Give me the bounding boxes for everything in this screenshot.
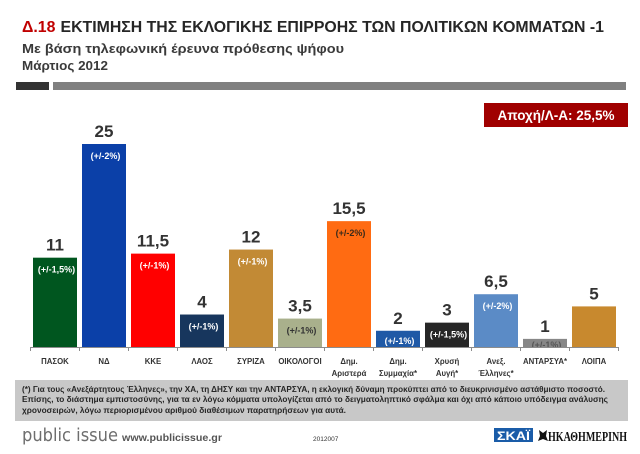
bar-κκε — [131, 253, 175, 347]
value-label: 3 — [442, 301, 451, 320]
value-label: 12 — [242, 228, 261, 247]
error-margin-label: (+/-1%) — [532, 340, 562, 350]
value-label: 5 — [589, 284, 598, 303]
bar-λοιπα — [572, 306, 616, 347]
footnote-line: (*) Για τους «Ανεξάρτητους Έλληνες», την… — [22, 384, 605, 394]
header-rule-gray — [53, 82, 626, 90]
error-margin-label: (+/-1%) — [385, 336, 415, 346]
category-label-line: Αριστερά — [332, 369, 367, 378]
category-label-line: ΑΝΤΑΡΣΥΑ* — [523, 357, 568, 366]
error-margin-label: (+/-1,5%) — [430, 330, 467, 340]
category-label-line: ΛΟΙΠΑ — [582, 357, 607, 366]
category-label-line: Δημ. — [340, 357, 357, 366]
error-margin-label: (+/-1%) — [238, 257, 268, 267]
subtitle: Με βάση τηλεφωνική έρευνα πρόθεσης ψήφου — [22, 41, 344, 56]
category-label-line: Δημ. — [389, 357, 406, 366]
category-label: ΟΙΚΟΛΟΓΟΙ — [278, 357, 321, 366]
skai-logo-text: ΣΚΑΪ — [497, 428, 531, 443]
abstention-badge: Αποχή/Λ-Α: 25,5% — [484, 103, 628, 127]
category-label: ΣΥΡΙΖΑ — [237, 357, 265, 366]
footnote-box: (*) Για τους «Ανεξάρτητους Έλληνες», την… — [15, 380, 628, 421]
document-code: 2012007 — [313, 436, 339, 443]
bar-δημ-συμμαχία — [376, 330, 420, 347]
error-margin-label: (+/-2%) — [336, 228, 366, 238]
category-label-line: Έλληνες* — [478, 369, 514, 378]
value-label: 2 — [393, 309, 402, 328]
value-label: 3,5 — [288, 297, 312, 316]
kathimerini-logo: ΗΚΑΘΗΜΕΡΙΝΗ — [538, 430, 627, 445]
error-margin-label: (+/-1%) — [140, 261, 170, 271]
footnote-line: Επίσης, το διάστημα εμπιστοσύνης, για τα… — [22, 394, 609, 404]
value-label: 11 — [46, 236, 64, 255]
category-label: ΑΝΤΑΡΣΥΑ* — [523, 357, 568, 366]
bar-δημ-αριστερά — [327, 221, 371, 347]
category-label: ΝΔ — [98, 357, 110, 366]
error-margin-label: (+/-1,5%) — [38, 265, 75, 275]
public-issue-logo: public issue — [22, 425, 118, 446]
website-link[interactable]: www.publicissue.gr — [121, 432, 222, 444]
category-label: Ανεξ. Έλληνες* — [478, 357, 514, 378]
error-margin-label: (+/-2%) — [483, 301, 513, 311]
category-label: ΛΟΙΠΑ — [582, 357, 607, 366]
skai-logo: ΣΚΑΪ — [494, 428, 533, 443]
bar-συριζα — [229, 249, 273, 347]
category-label: Δημ. Αριστερά — [332, 357, 367, 378]
value-label: 11,5 — [137, 232, 169, 251]
bars-group: 11(+/-1,5%)25(+/-2%)11,5(+/-1%)4(+/-1%)1… — [33, 122, 616, 350]
category-labels: ΠΑΣΟΚ ΝΔ ΚΚΕ ΛΑΟΣ ΣΥΡΙΖΑ ΟΙΚΟΛΟΓΟΙ Δημ. Αριστερ… — [41, 357, 606, 378]
error-margin-label: (+/-1%) — [189, 322, 219, 332]
bar-λαος — [180, 314, 224, 347]
kathimerini-logo-text: ΗΚΑΘΗΜΕΡΙΝΗ — [548, 430, 627, 445]
category-label: ΚΚΕ — [145, 357, 161, 366]
value-label: 15,5 — [332, 199, 365, 218]
skai-logo-box — [494, 428, 533, 442]
value-label: 25 — [95, 122, 114, 141]
category-label-line: Χρυσή — [435, 357, 460, 366]
value-label: 1 — [540, 317, 549, 336]
title-text: ΕΚΤΙΜΗΣΗ ΤΗΣ ΕΚΛΟΓΙΚΗΣ ΕΠΙΡΡΟΗΣ ΤΩΝ ΠΟΛΙ… — [61, 19, 605, 36]
header-rule-dark — [16, 82, 49, 90]
kathimerini-emblem-icon — [538, 430, 548, 441]
error-margin-label: (+/-2%) — [91, 151, 121, 161]
abstention-badge-text: Αποχή/Λ-Α: 25,5% — [497, 107, 615, 123]
category-label-line: ΠΑΣΟΚ — [41, 357, 69, 366]
date-label: Μάρτιος 2012 — [22, 58, 108, 73]
category-label: Χρυσή Αυγή* — [435, 357, 460, 378]
category-label-line: ΣΥΡΙΖΑ — [237, 357, 265, 366]
category-label-line: Αυγή* — [436, 369, 459, 378]
bar-ανεξ-έλληνες — [474, 294, 518, 347]
value-label: 6,5 — [484, 272, 508, 291]
bar-χρυσή-αυγή — [425, 322, 469, 347]
category-label-line: ΟΙΚΟΛΟΓΟΙ — [278, 357, 321, 366]
category-label-line: Ανεξ. — [486, 357, 505, 366]
page-title: Δ.18 ΕΚΤΙΜΗΣΗ ΤΗΣ ΕΚΛΟΓΙΚΗΣ ΕΠΙΡΡΟΗΣ ΤΩΝ … — [22, 19, 604, 36]
bar-οικολογοι — [278, 318, 322, 347]
footnote-background — [15, 380, 628, 421]
bar-νδ — [82, 144, 126, 347]
bar-ανταρσυα — [523, 338, 567, 347]
category-label-line: Συμμαχία* — [379, 369, 418, 378]
category-label: Δημ. Συμμαχία* — [379, 357, 418, 378]
slide-code: Δ.18 — [22, 19, 56, 36]
value-label: 4 — [197, 293, 207, 312]
error-margin-label: (+/-1%) — [287, 326, 317, 336]
category-label: ΛΑΟΣ — [191, 357, 213, 366]
category-label-line: ΚΚΕ — [145, 357, 161, 366]
category-label-line: ΛΑΟΣ — [191, 357, 213, 366]
category-label: ΠΑΣΟΚ — [41, 357, 69, 366]
footnote-line: χρονοσειρών, λόγω περιορισμένου αριθμού … — [22, 405, 346, 415]
x-axis — [30, 347, 619, 351]
footer: public issue www.publicissue.gr 2012007 … — [22, 425, 627, 446]
category-label-line: ΝΔ — [98, 357, 110, 366]
bar-πασοκ — [33, 257, 77, 347]
bar-chart: 11(+/-1,5%)25(+/-2%)11,5(+/-1%)4(+/-1%)1… — [30, 122, 619, 378]
